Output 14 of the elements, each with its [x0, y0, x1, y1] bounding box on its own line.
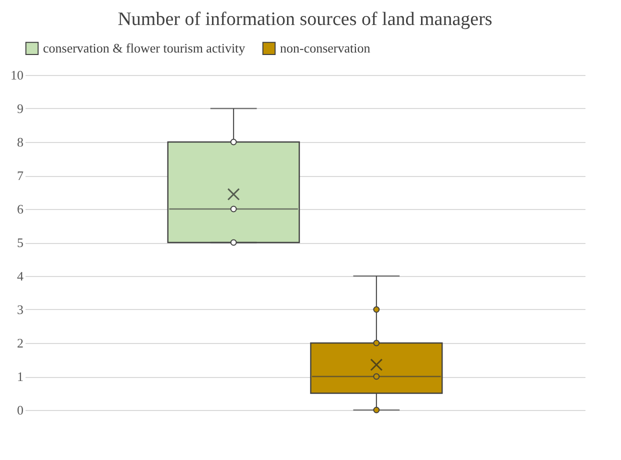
legend-label: non-conservation	[280, 40, 371, 56]
y-tick-label: 8	[17, 134, 24, 150]
y-tick-label: 6	[17, 202, 24, 216]
legend-label: conservation & flower tourism activity	[43, 40, 246, 56]
chart-title: Number of information sources of land managers	[118, 9, 492, 30]
y-tick-label: 7	[17, 168, 24, 183]
y-tick-label: 10	[10, 68, 24, 82]
y-tick-label: 4	[17, 268, 24, 284]
y-tick-label: 1	[17, 369, 24, 384]
y-tick-label: 2	[17, 336, 24, 350]
y-tick-label: 0	[17, 402, 24, 418]
y-tick-label: 9	[17, 101, 24, 116]
y-tick-label: 5	[17, 235, 24, 250]
y-tick-label: 3	[17, 302, 24, 317]
